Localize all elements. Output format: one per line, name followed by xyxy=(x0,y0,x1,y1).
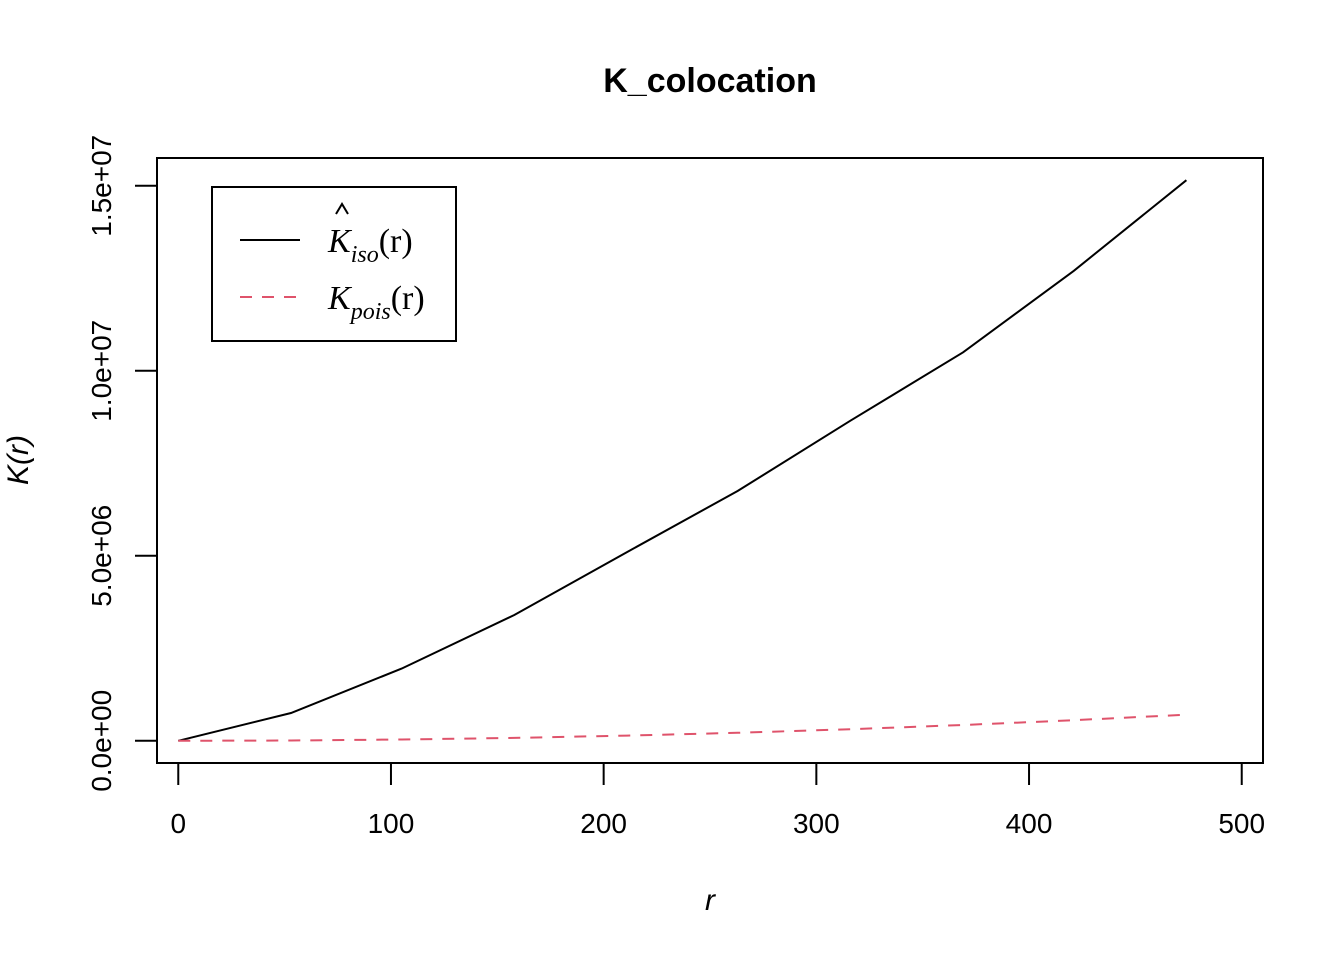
x-tick-label: 100 xyxy=(368,808,415,839)
x-tick-label: 200 xyxy=(580,808,627,839)
legend-hat-icon xyxy=(335,202,349,215)
legend-main: K xyxy=(327,280,353,317)
x-tick-label: 300 xyxy=(793,808,840,839)
series-line-pois xyxy=(178,713,1187,742)
legend-sub: iso xyxy=(351,242,379,268)
y-tick-label: 5.0e+06 xyxy=(86,505,117,607)
x-tick-label: 400 xyxy=(1006,808,1053,839)
y-tick-label: 1.0e+07 xyxy=(86,320,117,422)
legend-arg: (r) xyxy=(379,223,413,260)
legend-box xyxy=(211,186,457,342)
legend-label-pois: Kpois(r) xyxy=(327,280,425,325)
y-tick-label: 1.5e+07 xyxy=(86,135,117,237)
chart-title: K_colocation xyxy=(603,62,816,100)
x-tick-label: 500 xyxy=(1218,808,1265,839)
legend: Kiso(r)Kpois(r) xyxy=(211,186,457,342)
legend-sub: pois xyxy=(349,299,391,325)
x-axis-label: r xyxy=(705,884,716,917)
legend-main: K xyxy=(327,223,353,260)
y-axis: 0.0e+00 5.0e+06 1.0e+07 1.5e+07 xyxy=(86,135,158,792)
legend-label-iso: Kiso(r) xyxy=(327,223,413,268)
x-axis: 0 100 200 300 400 500 xyxy=(170,762,1265,839)
legend-arg: (r) xyxy=(391,280,425,317)
y-axis-label: K(r) xyxy=(2,435,35,485)
y-tick-label: 0.0e+00 xyxy=(86,690,117,792)
series-line-iso xyxy=(178,179,1188,742)
series-layer xyxy=(178,179,1188,742)
x-tick-label: 0 xyxy=(170,808,186,839)
